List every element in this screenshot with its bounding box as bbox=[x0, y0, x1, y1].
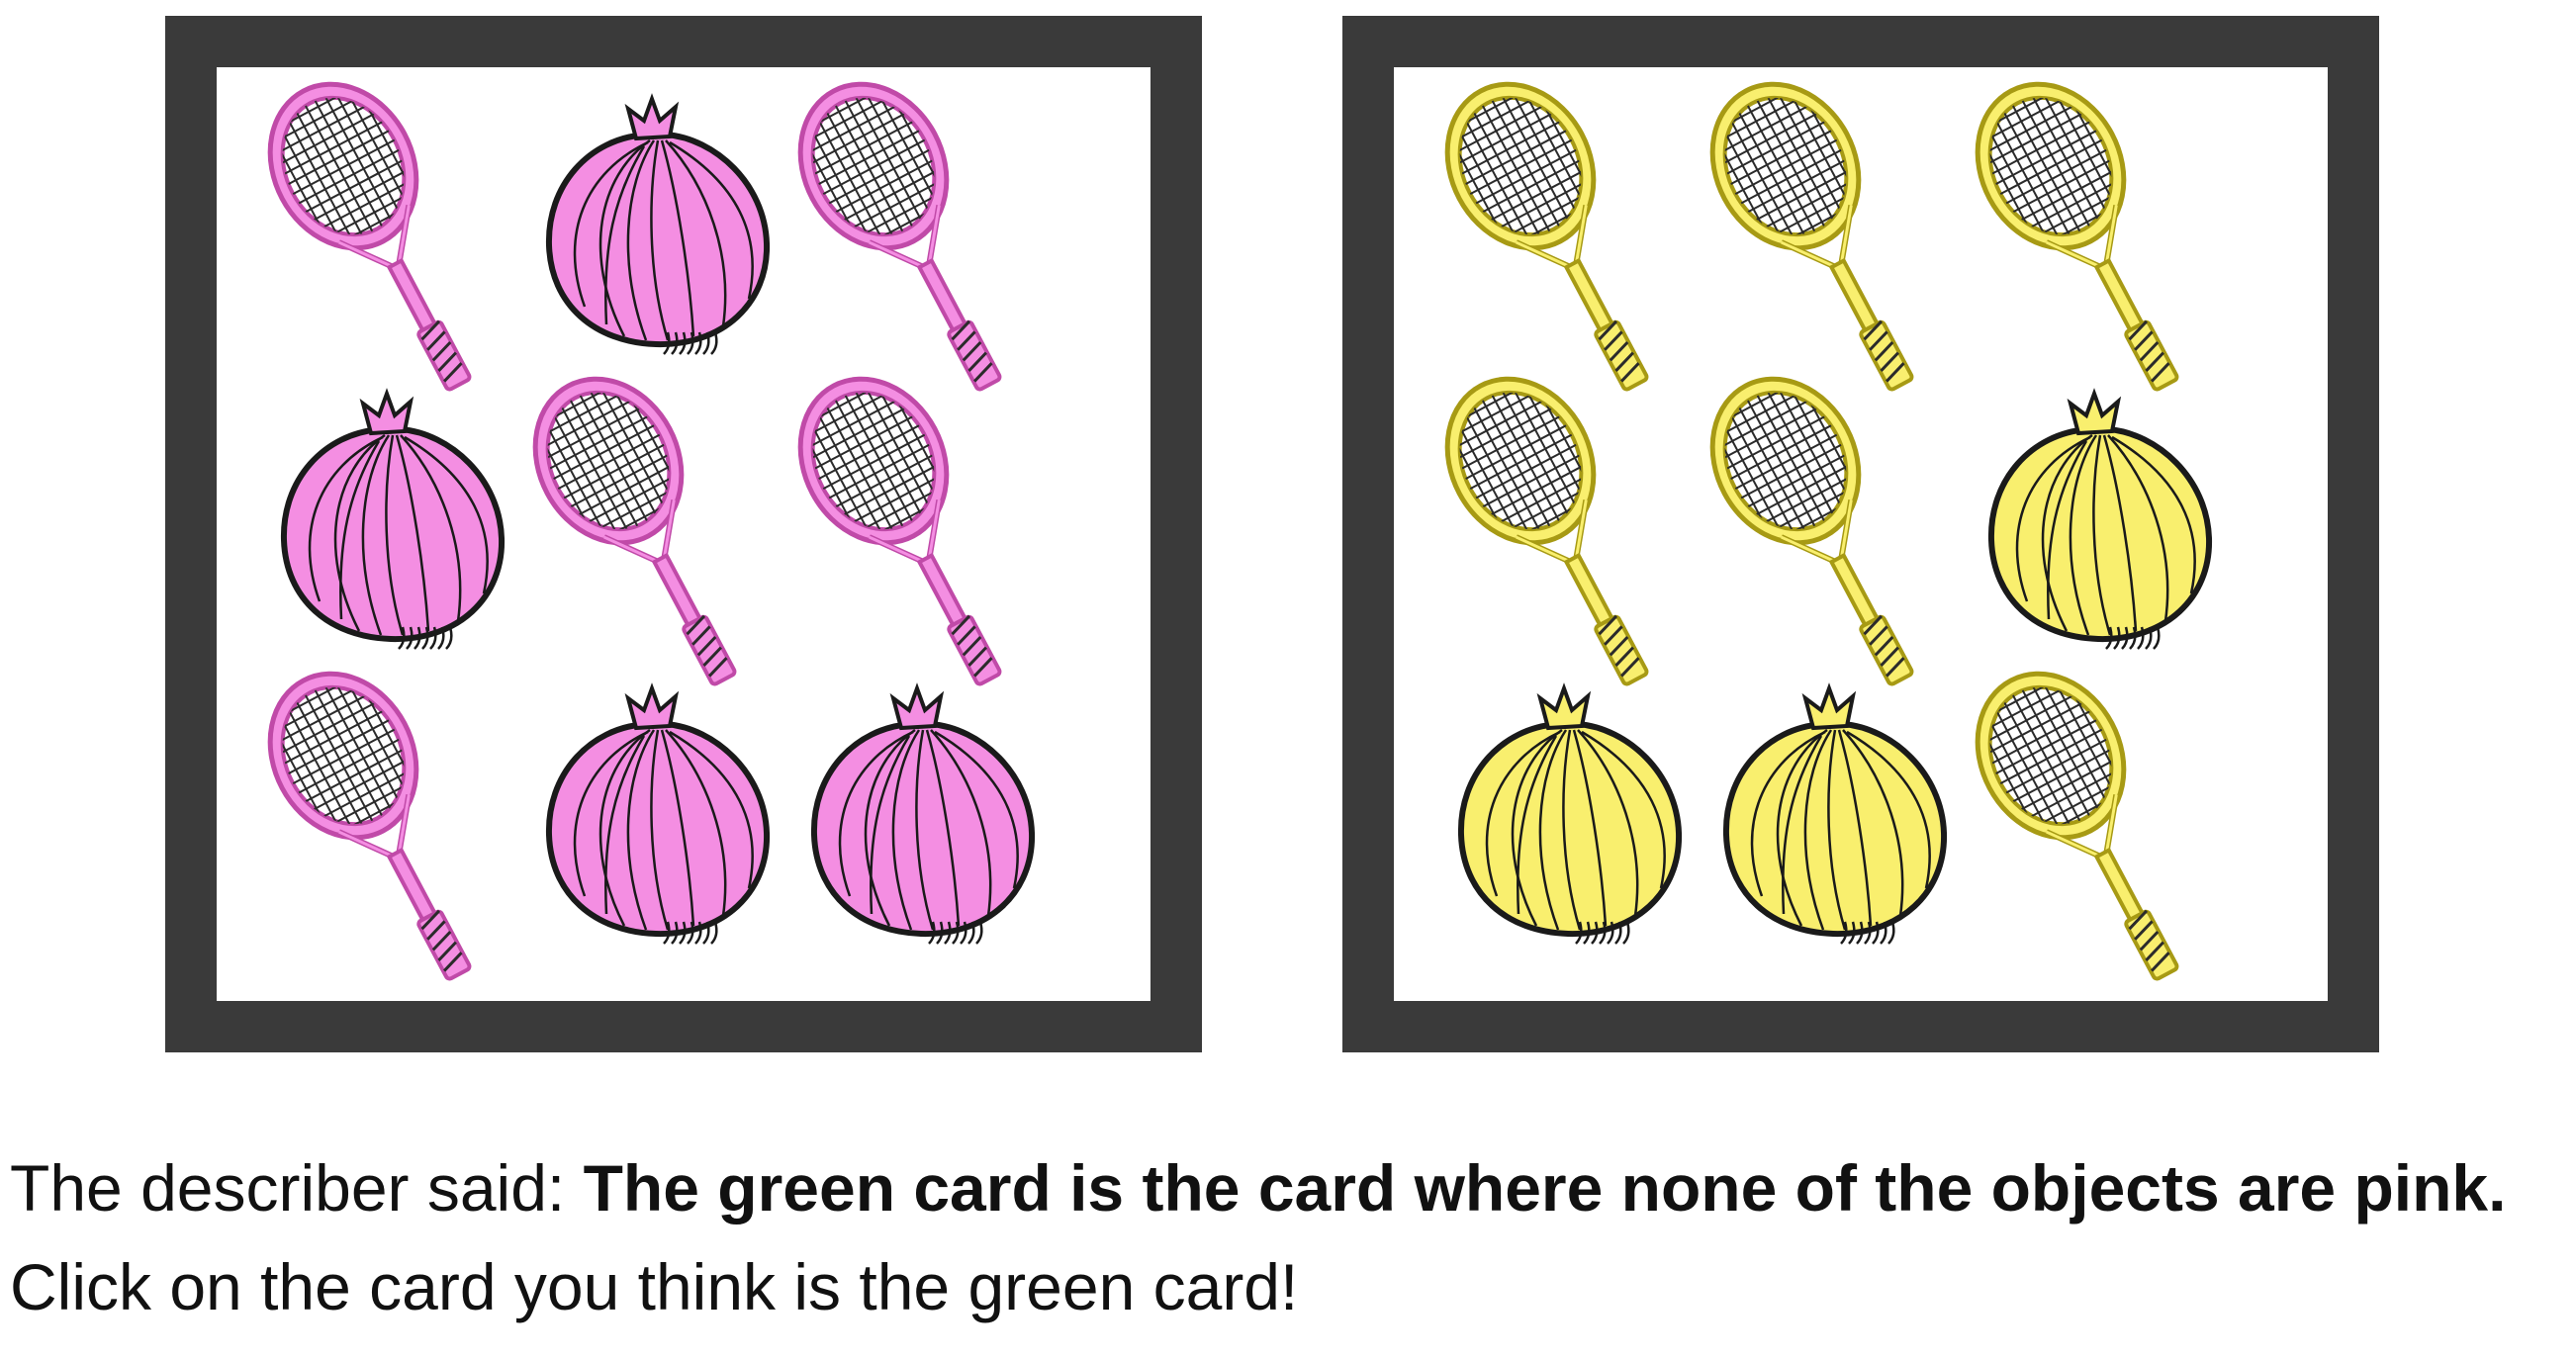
racket-icon bbox=[1966, 76, 2229, 392]
description-text: The green card is the card where none of… bbox=[583, 1151, 2507, 1225]
racket-icon bbox=[1435, 76, 1699, 392]
onion-icon bbox=[529, 677, 786, 973]
racket-icon bbox=[1966, 666, 2229, 981]
onion-icon bbox=[794, 677, 1052, 973]
card-left[interactable] bbox=[165, 16, 1202, 1052]
racket-icon bbox=[1701, 371, 1964, 686]
describer-line: The describer said: The green card is th… bbox=[10, 1155, 2506, 1221]
card-right-face bbox=[1394, 67, 2328, 1001]
card-right[interactable] bbox=[1342, 16, 2379, 1052]
onion-icon bbox=[264, 382, 521, 679]
onion-icon bbox=[1706, 677, 1964, 973]
racket-icon bbox=[788, 76, 1052, 392]
racket-icon bbox=[523, 371, 786, 686]
onion-icon bbox=[1441, 677, 1699, 973]
card-left-face bbox=[217, 67, 1150, 1001]
racket-icon bbox=[788, 371, 1052, 686]
racket-icon bbox=[1701, 76, 1964, 392]
racket-icon bbox=[258, 76, 521, 392]
onion-icon bbox=[1972, 382, 2229, 679]
racket-icon bbox=[1435, 371, 1699, 686]
instruction-text: Click on the card you think is the green… bbox=[10, 1250, 1299, 1323]
racket-icon bbox=[258, 666, 521, 981]
describer-prefix: The describer said: bbox=[10, 1151, 584, 1225]
onion-icon bbox=[529, 87, 786, 384]
